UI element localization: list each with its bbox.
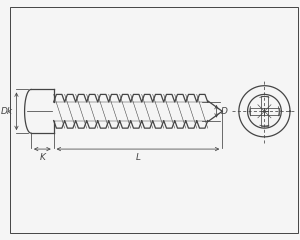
Text: K: K — [39, 153, 45, 162]
Text: Dk: Dk — [1, 107, 13, 116]
Text: D: D — [221, 107, 228, 116]
Text: L: L — [136, 153, 140, 162]
